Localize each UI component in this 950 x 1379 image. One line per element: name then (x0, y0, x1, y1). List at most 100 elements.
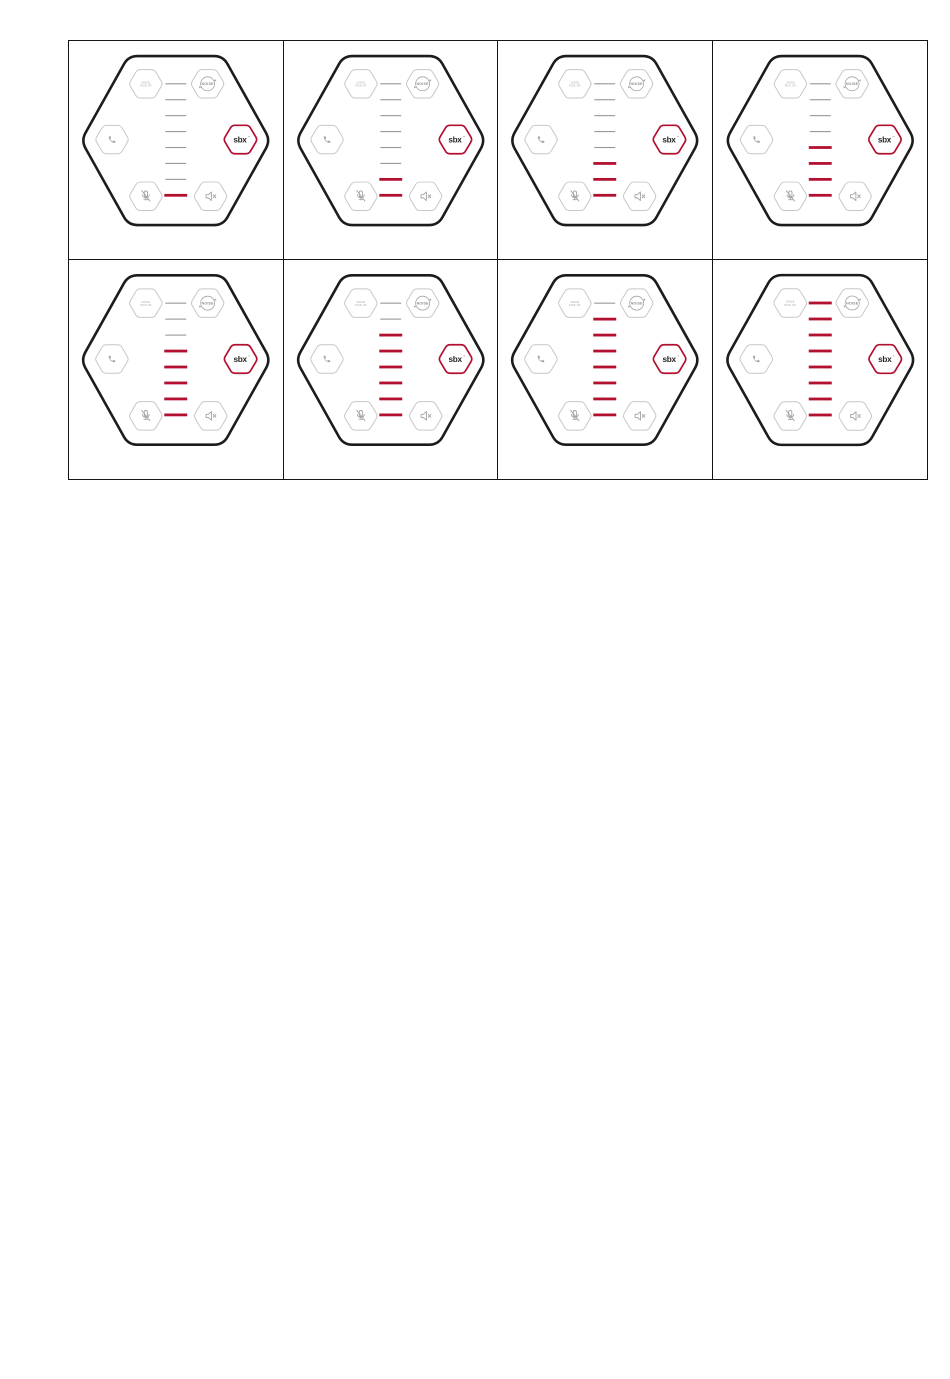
button-hexagon (834, 69, 869, 99)
speaker-mute-button (408, 401, 442, 431)
volume-bar-inactive (165, 115, 187, 117)
speaker-mute-icon (849, 411, 861, 421)
button-hexagon (343, 69, 378, 99)
phone-icon (323, 355, 330, 363)
volume-bar-active (164, 413, 188, 417)
button-hexagon (739, 124, 773, 155)
volume-bar-active (593, 162, 617, 165)
volume-level-indicator (593, 302, 617, 417)
device-illustration: VOICE PICK UP NOISE sbx ™ (511, 54, 699, 227)
button-hexagon (193, 401, 228, 431)
sbx-logo-hexagon (223, 343, 258, 375)
volume-bar-inactive (165, 334, 187, 336)
voice-pickup-button: VOICE PICK UP (129, 69, 163, 99)
volume-level-indicator (164, 83, 188, 197)
sbx-trademark: ™ (892, 135, 895, 138)
sbx-logo: sbx ™ (437, 124, 472, 155)
volume-level-indicator (593, 83, 617, 197)
volume-bar-inactive (165, 99, 187, 101)
speaker-mute-button (193, 401, 228, 431)
volume-bar-inactive (165, 162, 187, 164)
panel-volume-level-4: VOICE PICK UP NOISE sbx ™ (712, 41, 927, 260)
button-hexagon (95, 344, 129, 374)
button-hexagon (837, 181, 872, 212)
speaker-mute-icon (420, 411, 431, 421)
volume-bar-inactive (809, 83, 831, 85)
voice-pickup-label-line2: PICK UP (140, 84, 151, 88)
button-hexagon (405, 69, 439, 99)
volume-bar-inactive (809, 115, 831, 117)
volume-bar-active (378, 177, 402, 181)
volume-bar-inactive (594, 99, 616, 101)
volume-bar-active (808, 349, 832, 353)
button-hexagon (558, 69, 592, 99)
noise-label: NOISE (846, 301, 859, 305)
volume-bar-active (593, 177, 617, 181)
voice-pickup-label-line1: VOICE (356, 80, 365, 84)
volume-bar-inactive (594, 131, 616, 133)
sbx-logo-text: sbx (877, 135, 891, 144)
panel-volume-level-1: VOICE PICK UP NOISE sbx ™ (69, 41, 284, 260)
noise-cancel-button: NOISE (190, 288, 225, 318)
noise-arrowhead-icon (198, 305, 202, 308)
volume-bar-inactive (165, 302, 187, 304)
sbx-logo: sbx ™ (867, 343, 902, 375)
volume-bar-active (378, 413, 402, 417)
noise-arrowhead-icon (842, 86, 846, 89)
device-body-hexagon (296, 274, 485, 446)
volume-bar-inactive (379, 115, 401, 117)
volume-bar-inactive (594, 83, 616, 85)
button-hexagon (408, 401, 442, 431)
panel-volume-level-6: VOICE PICK UP NOISE sbx ™ (283, 260, 498, 479)
voice-pickup-label-line2: PICK UP (355, 303, 366, 307)
voice-pickup-label-line2: PICK UP (784, 84, 795, 88)
sbx-logo-text: sbx (662, 135, 676, 144)
phone-button (739, 124, 773, 155)
button-hexagon (524, 124, 558, 155)
device-illustration: VOICE PICK UP NOISE sbx ™ (82, 54, 270, 227)
mic-mute-button (343, 401, 378, 431)
button-hexagon (622, 181, 657, 212)
device-body-hexagon (726, 54, 914, 227)
device-body-hexagon (296, 54, 484, 227)
phone-icon (108, 355, 116, 363)
button-hexagon (622, 401, 657, 431)
phone-button (95, 124, 129, 155)
sbx-logo: sbx ™ (652, 124, 687, 155)
volume-bar-active (164, 365, 188, 369)
mic-mute-icon (785, 190, 795, 202)
noise-arrowhead-icon (642, 298, 646, 301)
mic-mute-button (129, 401, 163, 431)
panel-volume-level-8: VOICE PICK UP NOISE sbx ™ (712, 260, 927, 479)
volume-bar-inactive (379, 99, 401, 101)
noise-label: NOISE (631, 301, 644, 305)
noise-arrowhead-icon (843, 305, 846, 308)
button-hexagon (619, 288, 654, 318)
voice-pickup-label-line1: VOICE (141, 80, 150, 84)
button-hexagon (405, 288, 439, 318)
button-hexagon (190, 69, 225, 99)
sbx-trademark: ™ (248, 135, 251, 138)
noise-circle-arrow-icon (629, 76, 644, 92)
volume-bar-active (164, 381, 188, 385)
noise-arrowhead-icon (213, 298, 217, 301)
speaker-mute-icon (205, 191, 217, 202)
sbx-logo-hexagon (652, 124, 687, 155)
mic-mute-button (129, 181, 163, 212)
button-hexagon (773, 69, 807, 99)
voice-pickup-label-line1: VOICE (570, 300, 579, 304)
volume-bar-inactive (165, 131, 187, 133)
sbx-logo-text: sbx (663, 355, 677, 364)
noise-arrowhead-icon (428, 298, 431, 301)
panel-volume-level-5: VOICE PICK UP NOISE sbx ™ (69, 260, 284, 479)
device-illustration: VOICE PICK UP NOISE sbx ™ (81, 274, 270, 446)
mic-mute-button (773, 401, 807, 431)
sbx-logo-hexagon (437, 124, 472, 155)
noise-arrowhead-icon (627, 305, 631, 308)
mic-mute-icon (570, 190, 580, 202)
volume-bar-active (808, 413, 832, 417)
voice-pickup-label-line2: PICK UP (784, 303, 796, 307)
phone-icon (537, 355, 545, 363)
speaker-mute-button (622, 401, 657, 431)
noise-circle-arrow-icon (200, 295, 216, 311)
